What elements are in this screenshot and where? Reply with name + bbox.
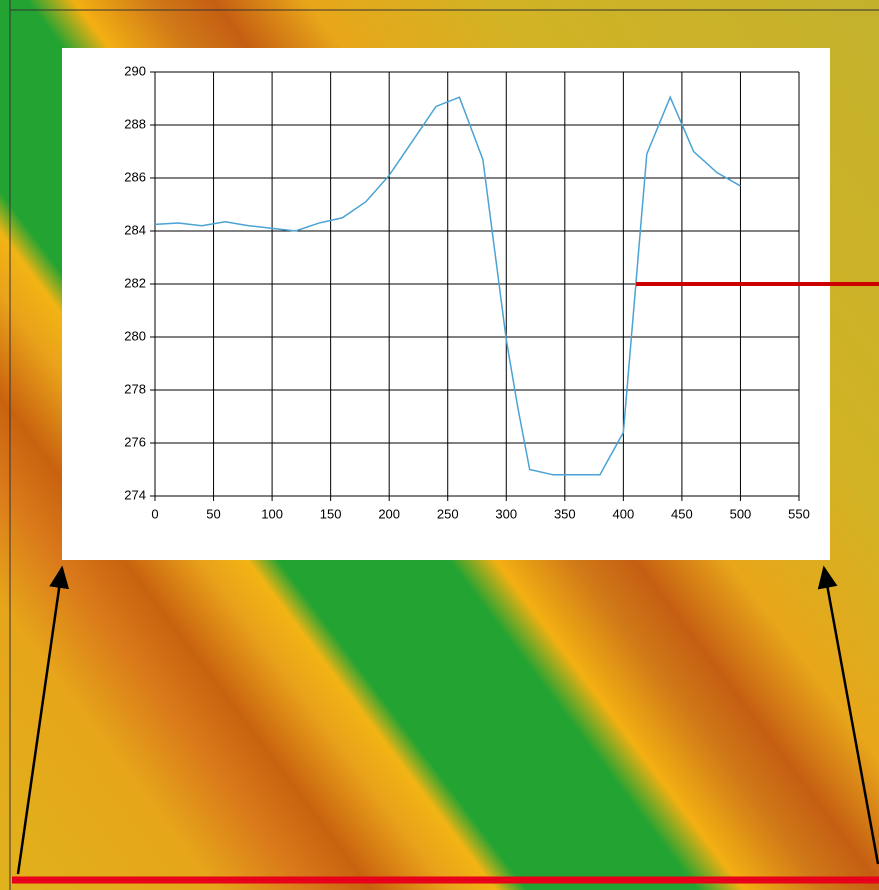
y-tick-label: 274 [124, 487, 146, 502]
x-tick-label: 450 [671, 506, 693, 521]
y-tick-label: 288 [124, 116, 146, 131]
x-tick-label: 550 [788, 506, 810, 521]
y-tick-label: 286 [124, 169, 146, 184]
y-tick-label: 280 [124, 328, 146, 343]
x-tick-label: 500 [730, 506, 752, 521]
y-tick-label: 278 [124, 381, 146, 396]
arrow [824, 568, 878, 864]
x-tick-label: 250 [437, 506, 459, 521]
y-tick-label: 284 [124, 222, 146, 237]
arrow [18, 568, 62, 874]
x-tick-label: 350 [554, 506, 576, 521]
chart: 274 276 278 280 282 284 286 288 290 0 50 100 150 200 2… [0, 0, 879, 890]
x-tick-label: 400 [613, 506, 635, 521]
y-tick-label: 282 [124, 275, 146, 290]
screen: 274 276 278 280 282 284 286 288 290 0 50 100 150 200 2… [0, 0, 879, 890]
x-tick-label: 200 [378, 506, 400, 521]
x-tick-label: 300 [495, 506, 517, 521]
y-tick-label: 276 [124, 434, 146, 449]
x-tick-label: 50 [206, 506, 220, 521]
y-tick-label: 290 [124, 63, 146, 78]
x-tick-label: 100 [261, 506, 283, 521]
x-tick-label: 150 [320, 506, 342, 521]
x-tick-label: 0 [151, 506, 158, 521]
